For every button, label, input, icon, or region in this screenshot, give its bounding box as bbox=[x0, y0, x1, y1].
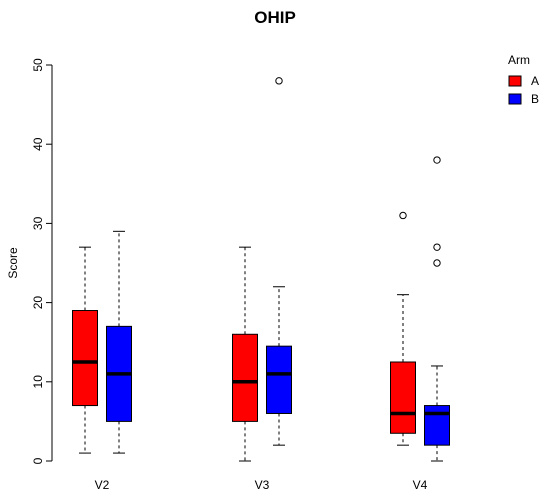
y-tick-label: 20 bbox=[31, 296, 45, 310]
box-iqr bbox=[72, 310, 98, 407]
y-tick-label: 10 bbox=[31, 375, 45, 389]
box-b-v2 bbox=[106, 230, 132, 454]
y-tick-label: 40 bbox=[31, 137, 45, 151]
outlier-point bbox=[399, 211, 407, 220]
y-tick-label: 30 bbox=[31, 216, 45, 230]
y-axis: 0 10 20 30 40 50 bbox=[31, 58, 53, 464]
x-tick-label: V4 bbox=[413, 478, 428, 492]
outlier-point bbox=[433, 243, 441, 251]
legend-label-a: A bbox=[531, 74, 539, 88]
chart-title: OHIP bbox=[254, 8, 296, 27]
box-a-v3 bbox=[232, 246, 258, 462]
outlier-point bbox=[433, 156, 441, 164]
box-iqr bbox=[232, 333, 258, 422]
x-tick-label: V2 bbox=[95, 478, 110, 492]
box-group bbox=[72, 77, 450, 462]
box-iqr bbox=[266, 345, 292, 414]
legend-label-b: B bbox=[531, 92, 539, 106]
box-b-v4 bbox=[424, 156, 450, 462]
box-a-v2 bbox=[72, 246, 98, 454]
box-b-v3 bbox=[266, 77, 292, 446]
y-axis-label: Score bbox=[6, 247, 20, 279]
x-axis: V2 V3 V4 bbox=[95, 478, 428, 492]
box-iqr bbox=[390, 361, 416, 434]
legend-swatch-b bbox=[508, 93, 522, 105]
outlier-point bbox=[275, 77, 283, 85]
y-tick-label: 50 bbox=[31, 58, 45, 72]
legend-swatch-a bbox=[508, 75, 522, 87]
outlier-point bbox=[433, 259, 441, 267]
legend-title: Arm bbox=[508, 53, 530, 67]
y-tick-label: 0 bbox=[31, 457, 45, 464]
box-a-v4 bbox=[390, 211, 416, 446]
x-tick-label: V3 bbox=[255, 478, 270, 492]
legend: Arm AB bbox=[508, 53, 539, 106]
box-iqr bbox=[424, 405, 450, 446]
